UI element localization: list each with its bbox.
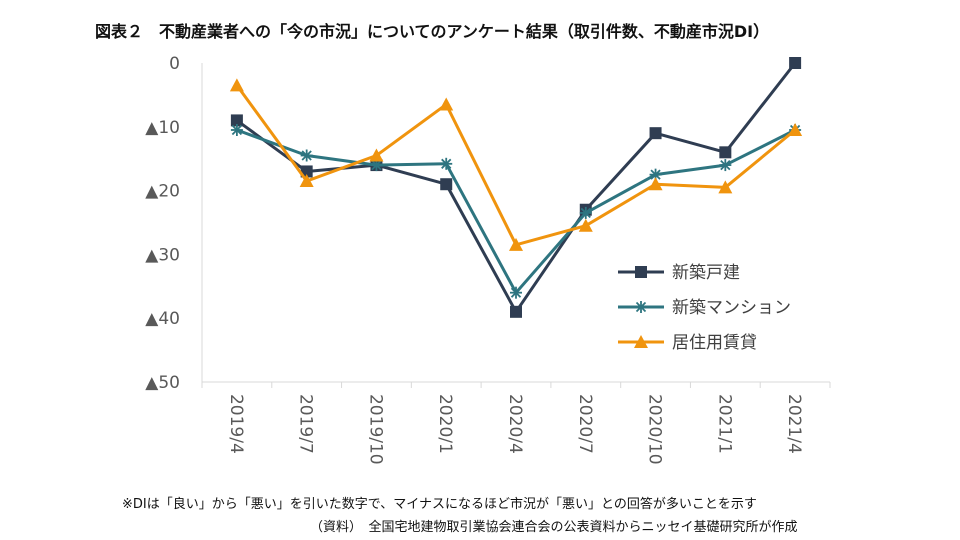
x-axis-tick-labels: 2019/4 2019/7 2019/10 2020/1 2020/4 2020/7 202… bbox=[226, 394, 804, 465]
series-1 bbox=[230, 123, 802, 299]
data-point bbox=[649, 127, 662, 140]
data-point bbox=[300, 149, 313, 162]
data-point bbox=[578, 218, 593, 232]
data-point bbox=[510, 286, 522, 299]
data-point bbox=[648, 177, 663, 191]
data-point bbox=[230, 114, 243, 127]
legend-item: 新築マンション bbox=[618, 298, 791, 318]
data-point bbox=[718, 180, 733, 194]
data-point bbox=[440, 157, 453, 170]
x-tick-label: 2019/4 bbox=[226, 394, 246, 454]
legend-label: 新築マンション bbox=[672, 298, 791, 318]
data-point bbox=[579, 206, 592, 219]
axes bbox=[201, 63, 831, 388]
data-point bbox=[719, 146, 732, 159]
y-axis-tick-labels: 0 ▲10 ▲20 ▲30 ▲40 ▲50 bbox=[145, 54, 180, 393]
series-line bbox=[235, 84, 797, 247]
data-point bbox=[509, 237, 523, 251]
data-point bbox=[299, 174, 314, 188]
x-tick-label: 2020/4 bbox=[505, 394, 525, 454]
legend-item: 新築戸建 bbox=[618, 263, 740, 283]
x-tick-label: 2019/7 bbox=[296, 394, 316, 454]
x-tick-label: 2020/7 bbox=[575, 394, 595, 454]
legend-item: 居住用賃貸 bbox=[618, 333, 757, 353]
data-point bbox=[440, 178, 453, 191]
legend-label: 居住用賃貸 bbox=[672, 333, 757, 353]
x-tick-label: 2021/1 bbox=[714, 394, 734, 454]
x-tick-label: 2020/1 bbox=[435, 394, 455, 454]
legend-swatch-marker bbox=[634, 335, 648, 348]
data-point bbox=[789, 57, 802, 69]
y-tick-label: ▲10 bbox=[145, 118, 180, 138]
y-tick-label: ▲20 bbox=[145, 182, 180, 202]
x-tick-label: 2021/4 bbox=[784, 394, 804, 454]
data-point bbox=[370, 159, 383, 172]
data-point bbox=[439, 97, 454, 111]
data-point bbox=[649, 168, 662, 181]
legend-swatch-marker bbox=[635, 266, 647, 278]
series-2 bbox=[229, 78, 803, 251]
chart-source: （資料） 全国宅地建物取引業協会連合会の公表資料からニッセイ基礎研究所が作成 bbox=[310, 520, 798, 535]
data-point bbox=[510, 305, 522, 318]
y-tick-label: ▲30 bbox=[145, 245, 180, 265]
data-point bbox=[788, 122, 803, 136]
x-tick-label: 2020/10 bbox=[645, 394, 665, 465]
data-point bbox=[230, 123, 243, 136]
legend-swatch-marker bbox=[635, 301, 647, 313]
y-tick-label: ▲50 bbox=[145, 373, 180, 393]
legend-label: 新築戸建 bbox=[672, 263, 740, 283]
chart-footnote: ※DIは「良い」から「悪い」を引いた数字で、マイナスになるほど市況が「悪い」との… bbox=[122, 497, 757, 512]
y-tick-label: 0 bbox=[169, 54, 180, 74]
chart-title: 図表２ 不動産業者への「今の市況」についてのアンケート結果（取引件数、不動産市況… bbox=[95, 22, 770, 41]
x-tick-label: 2019/10 bbox=[365, 394, 385, 465]
y-tick-label: ▲40 bbox=[145, 309, 180, 329]
series-layer bbox=[229, 57, 803, 318]
data-point bbox=[369, 148, 384, 162]
data-point bbox=[229, 78, 244, 92]
data-point bbox=[719, 159, 732, 172]
